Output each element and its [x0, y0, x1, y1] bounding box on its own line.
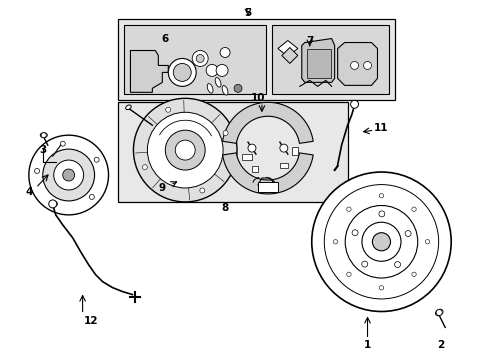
- Circle shape: [94, 157, 99, 162]
- Text: 12: 12: [83, 316, 98, 327]
- Ellipse shape: [40, 133, 47, 138]
- Bar: [242, 154, 251, 160]
- Circle shape: [165, 130, 205, 170]
- Circle shape: [35, 168, 40, 174]
- Bar: [258, 182, 277, 192]
- Circle shape: [346, 272, 350, 276]
- Circle shape: [404, 230, 410, 237]
- Circle shape: [175, 140, 195, 160]
- Circle shape: [363, 62, 371, 69]
- Text: 8: 8: [221, 203, 228, 213]
- Bar: [271, 24, 388, 94]
- Circle shape: [54, 160, 83, 190]
- Ellipse shape: [435, 309, 442, 316]
- Circle shape: [378, 211, 384, 217]
- Text: 7: 7: [305, 36, 313, 46]
- Polygon shape: [222, 153, 313, 194]
- Text: 6: 6: [162, 33, 168, 44]
- Circle shape: [206, 64, 218, 76]
- Ellipse shape: [222, 86, 227, 95]
- Circle shape: [361, 222, 400, 261]
- Ellipse shape: [207, 84, 213, 93]
- Circle shape: [223, 131, 227, 135]
- Circle shape: [333, 239, 337, 244]
- Circle shape: [379, 194, 383, 198]
- Circle shape: [220, 48, 229, 58]
- Circle shape: [192, 50, 208, 67]
- Circle shape: [324, 185, 438, 299]
- Polygon shape: [281, 48, 297, 63]
- Circle shape: [379, 285, 383, 290]
- Circle shape: [173, 63, 191, 81]
- Circle shape: [425, 239, 429, 244]
- Circle shape: [411, 272, 415, 276]
- Circle shape: [345, 206, 417, 278]
- Circle shape: [41, 133, 46, 138]
- Circle shape: [350, 100, 358, 108]
- Circle shape: [196, 54, 203, 62]
- Text: 10: 10: [250, 93, 264, 103]
- Bar: [124, 24, 265, 94]
- Polygon shape: [301, 39, 334, 82]
- Circle shape: [279, 144, 287, 152]
- Text: 2: 2: [437, 340, 444, 350]
- Text: 3: 3: [39, 145, 46, 155]
- Circle shape: [29, 135, 108, 215]
- Circle shape: [351, 230, 357, 236]
- Circle shape: [60, 141, 65, 146]
- Bar: [279, 163, 287, 168]
- Circle shape: [216, 64, 227, 76]
- Bar: [291, 147, 297, 155]
- Text: 4: 4: [25, 187, 33, 197]
- Bar: [118, 102, 347, 202]
- Bar: [306, 49, 330, 78]
- Polygon shape: [222, 102, 313, 143]
- Ellipse shape: [215, 78, 221, 87]
- Circle shape: [394, 262, 400, 267]
- Circle shape: [350, 62, 358, 69]
- Text: 5: 5: [244, 8, 251, 18]
- Polygon shape: [277, 41, 297, 57]
- Circle shape: [165, 107, 170, 112]
- Circle shape: [200, 188, 204, 193]
- Circle shape: [372, 233, 390, 251]
- Polygon shape: [130, 50, 168, 92]
- Text: 9: 9: [159, 183, 165, 193]
- Polygon shape: [337, 42, 377, 85]
- Circle shape: [52, 201, 58, 206]
- Circle shape: [411, 207, 415, 211]
- Circle shape: [435, 310, 441, 315]
- Circle shape: [311, 172, 450, 311]
- Circle shape: [361, 261, 367, 267]
- Circle shape: [346, 207, 350, 211]
- Text: 11: 11: [373, 123, 388, 133]
- Text: 1: 1: [363, 340, 370, 350]
- Circle shape: [42, 149, 94, 201]
- Circle shape: [247, 144, 255, 152]
- Circle shape: [89, 194, 94, 199]
- Circle shape: [133, 98, 237, 202]
- Circle shape: [168, 58, 196, 86]
- Circle shape: [49, 200, 57, 208]
- Circle shape: [147, 112, 223, 188]
- Bar: [251, 166, 258, 172]
- Bar: [118, 19, 395, 100]
- Circle shape: [234, 84, 242, 92]
- Circle shape: [62, 169, 75, 181]
- Circle shape: [142, 165, 147, 170]
- Ellipse shape: [125, 105, 131, 109]
